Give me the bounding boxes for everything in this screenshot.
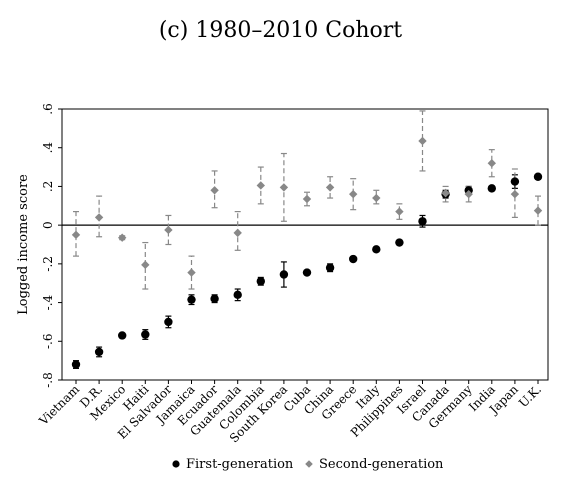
second-gen-point <box>464 189 473 199</box>
plot-frame <box>61 108 549 381</box>
second-gen-point <box>279 183 289 192</box>
y-tick-label: -.8 <box>41 372 55 388</box>
first-gen-point <box>302 268 312 277</box>
second-gen-point <box>187 268 196 277</box>
second-gen-point <box>372 193 381 203</box>
y-tick-label: .2 <box>41 181 55 192</box>
first-gen-point <box>325 263 335 272</box>
first-gen-point <box>349 254 358 264</box>
y-axis-label: Logged income score <box>16 174 31 315</box>
data-marks <box>71 136 543 369</box>
second-gen-point <box>487 159 496 168</box>
y-tick-label: -.6 <box>41 334 55 350</box>
first-gen-point <box>256 277 265 286</box>
first-gen-point <box>233 290 242 300</box>
chart-title: (c) 1980–2010 Cohort <box>158 18 403 43</box>
legend: First-generation Second-generation <box>172 457 444 472</box>
y-tick-label: -.2 <box>41 256 55 272</box>
second-gen-point <box>418 136 427 146</box>
first-gen-point <box>418 217 427 226</box>
legend-second-gen-marker <box>305 460 313 468</box>
first-gen-point <box>510 177 520 186</box>
x-tick-label: U.K. <box>516 382 544 410</box>
legend-first-gen-marker <box>172 460 180 468</box>
first-gen-point <box>279 270 289 279</box>
second-gen-point <box>94 213 104 222</box>
y-tick-label: .6 <box>41 103 55 114</box>
first-gen-point <box>118 331 127 340</box>
second-gen-point <box>71 230 81 240</box>
first-gen-point <box>94 347 104 357</box>
second-gen-point <box>210 186 219 195</box>
first-gen-point <box>487 184 496 193</box>
second-gen-point <box>395 207 404 216</box>
y-tick-label: .4 <box>41 142 55 154</box>
second-gen-point <box>233 228 242 238</box>
first-gen-point <box>395 238 404 247</box>
first-gen-point <box>164 317 173 327</box>
second-gen-point <box>325 183 335 192</box>
first-gen-point <box>141 330 150 339</box>
second-gen-point <box>164 225 173 235</box>
second-gen-point <box>118 233 127 242</box>
error-bars <box>73 110 541 369</box>
y-tick-label: 0 <box>41 221 55 229</box>
second-gen-point <box>141 260 150 270</box>
second-gen-point <box>349 189 358 199</box>
x-tick-label: Vietnam <box>36 382 83 429</box>
second-gen-point <box>441 189 450 198</box>
second-gen-point <box>533 206 543 215</box>
axes <box>58 108 549 384</box>
first-gen-point <box>210 294 219 303</box>
first-gen-point <box>533 172 543 181</box>
y-tick-label: -.4 <box>41 294 55 310</box>
first-gen-point <box>187 295 196 304</box>
second-gen-point <box>256 181 265 190</box>
legend-label: First-generation <box>186 457 294 472</box>
legend-label: Second-generation <box>319 457 444 472</box>
first-gen-point <box>71 360 81 369</box>
second-gen-point <box>510 189 520 199</box>
first-gen-point <box>372 245 381 254</box>
second-gen-point <box>302 194 312 204</box>
